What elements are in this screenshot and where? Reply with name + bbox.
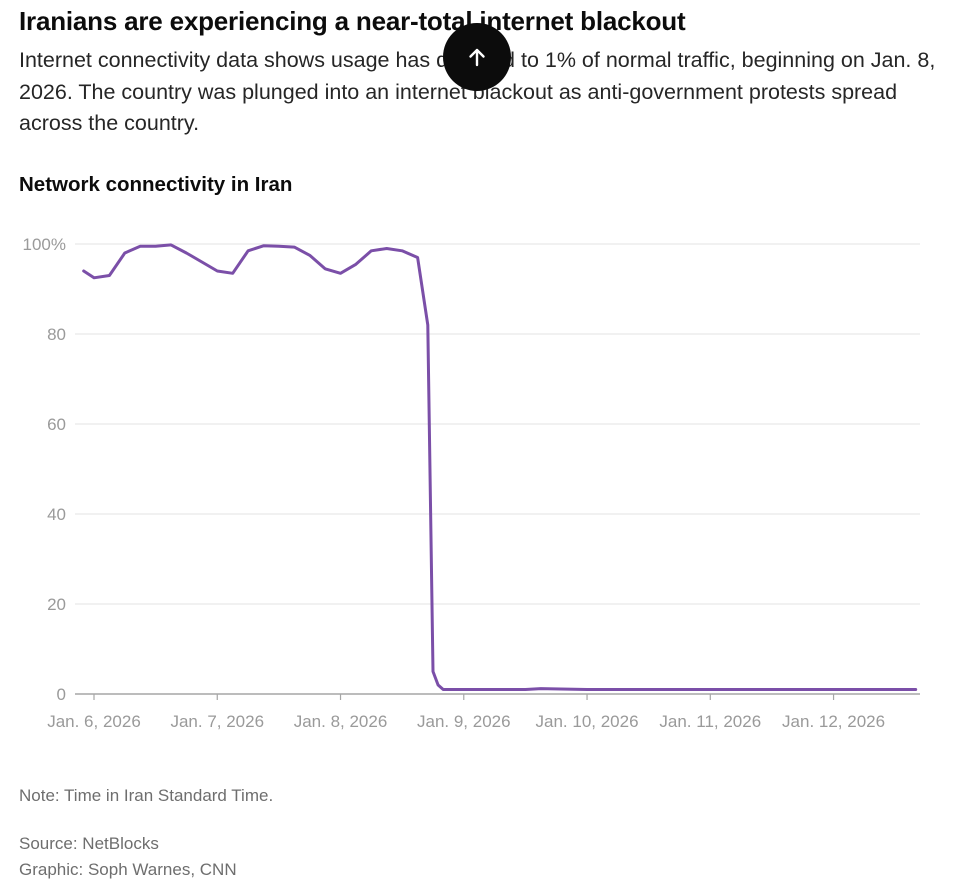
y-tick-label: 100%	[23, 235, 66, 254]
series-line	[82, 243, 918, 691]
y-axis-ticks: 0 20 40 60 80 100%	[23, 235, 66, 704]
chart-credit: Graphic: Soph Warnes, CNN	[19, 860, 237, 879]
chart-source: Source: NetBlocks	[19, 834, 159, 853]
x-tick-label: Jan. 10, 2026	[536, 712, 639, 731]
x-axis: Jan. 6, 2026 Jan. 7, 2026 Jan. 8, 2026 Jan.…	[47, 693, 920, 731]
x-tick-label: Jan. 12, 2026	[782, 712, 885, 731]
y-tick-label: 80	[47, 325, 66, 344]
x-tick-label: Jan. 11, 2026	[659, 712, 761, 731]
article-headline: Iranians are experiencing a near-total i…	[19, 6, 686, 36]
y-tick-label: 40	[47, 505, 66, 524]
x-tick-label: Jan. 9, 2026	[417, 712, 511, 731]
chart-title: Network connectivity in Iran	[19, 173, 293, 196]
arrow-up-icon	[469, 48, 485, 67]
y-tick-label: 0	[57, 685, 66, 704]
y-tick-label: 60	[47, 415, 66, 434]
chart-note: Note: Time in Iran Standard Time.	[19, 786, 274, 805]
series-layer	[82, 243, 918, 691]
back-to-top-button[interactable]	[443, 23, 511, 91]
x-tick-label: Jan. 7, 2026	[170, 712, 264, 731]
y-tick-label: 20	[47, 595, 66, 614]
grid-lines	[75, 243, 920, 605]
x-tick-label: Jan. 6, 2026	[47, 712, 141, 731]
x-tick-label: Jan. 8, 2026	[294, 712, 388, 731]
